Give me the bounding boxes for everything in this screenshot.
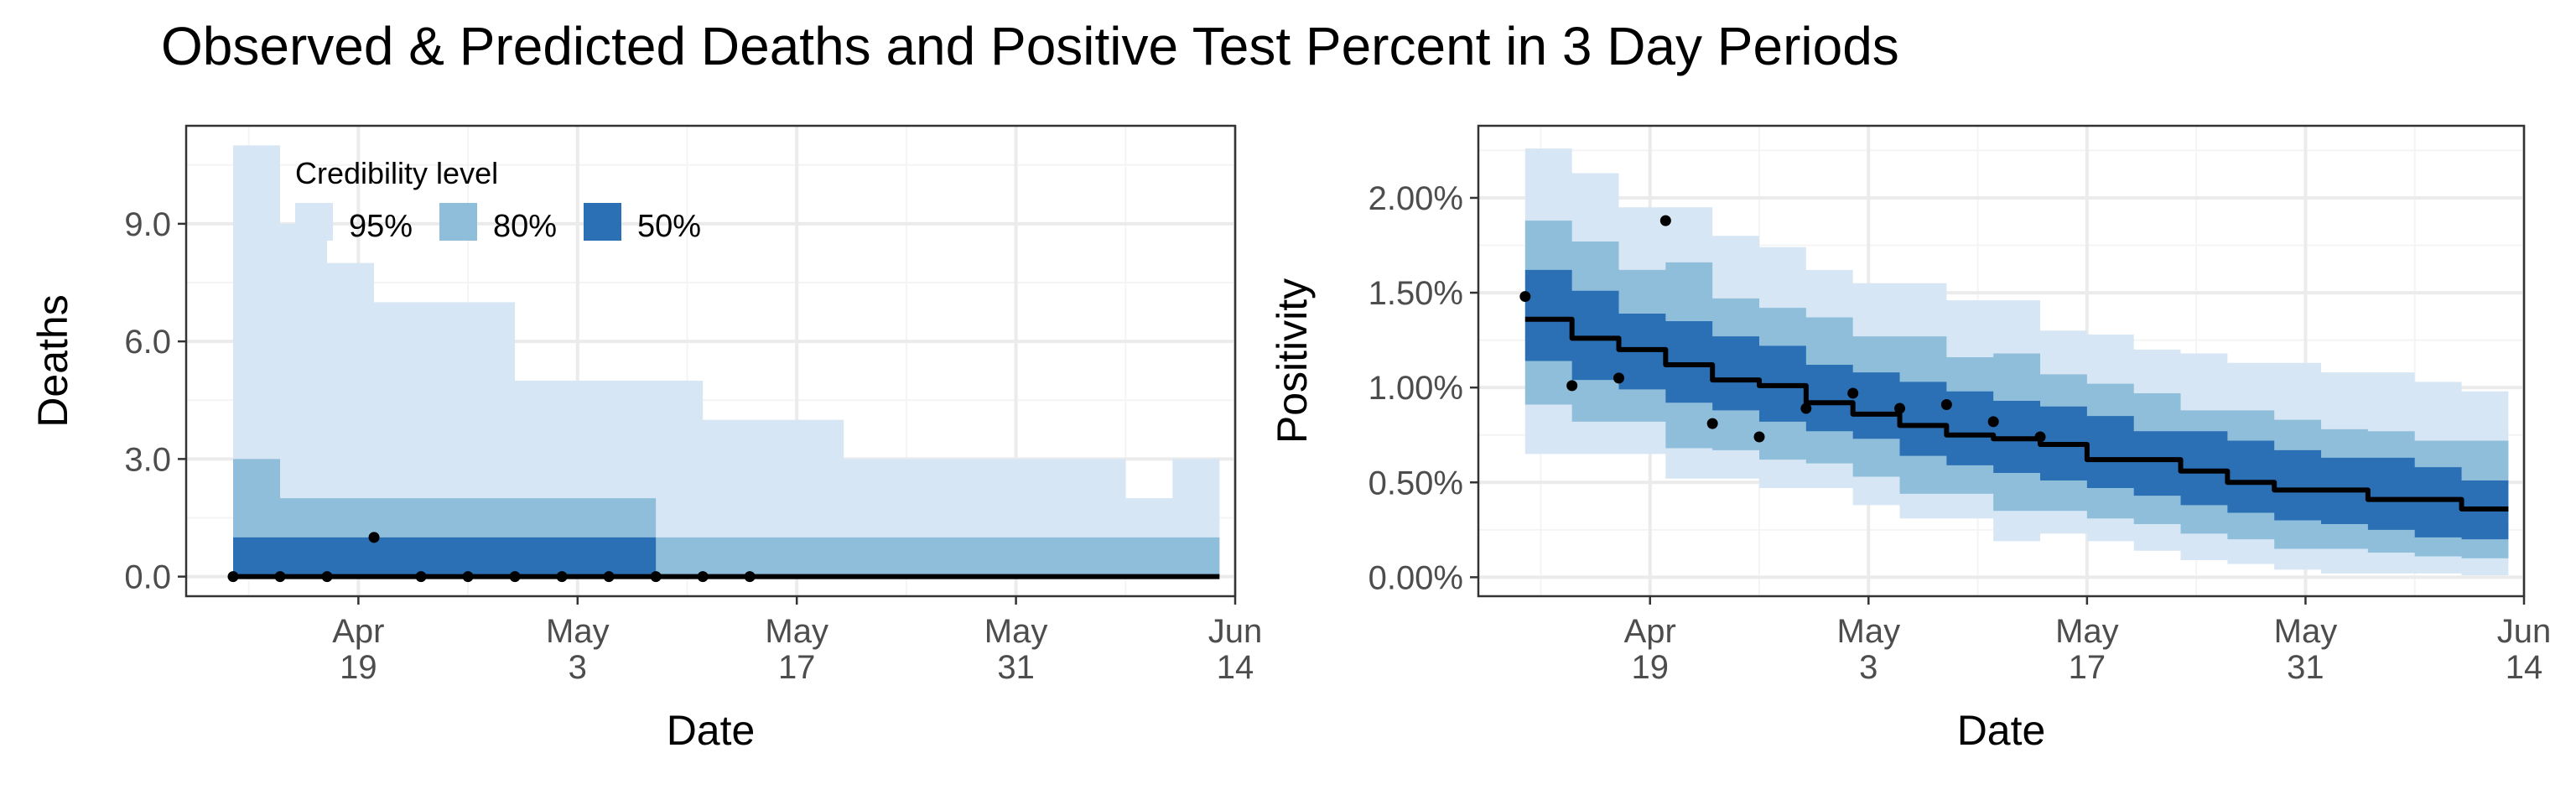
observed-point [1519, 291, 1531, 303]
observed-point [603, 571, 615, 583]
x-tick-label: May [1837, 613, 1901, 650]
y-tick-label: 0.00% [1368, 559, 1463, 596]
legend-label-80: 80% [493, 209, 557, 244]
y-tick-label: 1.00% [1368, 370, 1463, 407]
observed-point [1800, 402, 1812, 414]
x-tick-label: 19 [340, 649, 377, 686]
observed-point [274, 571, 286, 583]
x-tick-label: 3 [569, 649, 587, 686]
observed-point [744, 571, 756, 583]
observed-point [2034, 431, 2046, 443]
legend-swatch-80 [439, 203, 477, 241]
legend-swatch-50 [584, 203, 621, 241]
observed-point [1987, 416, 1999, 428]
legend: Credibility level 95% 80% 50% [295, 156, 701, 244]
legend-label-95: 95% [349, 209, 413, 244]
observed-point [650, 571, 662, 583]
observed-point [697, 571, 709, 583]
y-tick-label: 0.0 [124, 559, 171, 596]
y-axis-title: Deaths [29, 294, 76, 427]
median-line [1524, 316, 2509, 512]
observed-point [227, 571, 239, 583]
observed-point [1894, 402, 1906, 414]
observed-point [1659, 215, 1671, 226]
y-tick-label: 1.50% [1368, 275, 1463, 312]
y-axis-title: Positivity [1269, 278, 1316, 444]
x-axis-title: Date [667, 707, 756, 754]
observed-point [368, 532, 380, 543]
observed-point [1940, 399, 1952, 411]
positivity-panel: 0.00%0.50%1.00%1.50%2.00%Apr19May3May17M… [1269, 124, 2552, 754]
chart-title: Observed & Predicted Deaths and Positive… [161, 16, 1899, 76]
observed-point [1706, 418, 1718, 429]
x-tick-label: Jun [1208, 613, 1263, 650]
x-tick-label: 31 [997, 649, 1035, 686]
x-tick-label: May [2055, 613, 2119, 650]
observed-point [1566, 380, 1578, 392]
observed-point [1847, 387, 1859, 399]
x-tick-label: 3 [1859, 649, 1877, 686]
x-axis-title: Date [1957, 707, 2046, 754]
y-tick-label: 2.00% [1368, 180, 1463, 217]
x-tick-label: May [546, 613, 610, 650]
x-tick-label: Jun [2497, 613, 2552, 650]
observed-point [462, 571, 474, 583]
x-tick-label: 19 [1631, 649, 1669, 686]
x-tick-label: May [765, 613, 828, 650]
observed-point [556, 571, 568, 583]
legend-title: Credibility level [295, 156, 498, 190]
x-tick-label: May [984, 613, 1048, 650]
panel-border [184, 124, 1237, 598]
y-tick-label: 9.0 [124, 206, 171, 243]
x-tick-label: Apr [332, 613, 384, 650]
band-95 [233, 145, 1220, 577]
x-tick-label: 14 [2506, 649, 2543, 686]
x-tick-label: Apr [1624, 613, 1676, 650]
observed-point [321, 571, 333, 583]
x-tick-label: May [2274, 613, 2338, 650]
legend-label-50: 50% [637, 209, 701, 244]
observed-point [509, 571, 521, 583]
deaths-panel: 0.03.06.09.0Apr19May3May17May31Jun14Date… [29, 124, 1263, 754]
y-tick-label: 0.50% [1368, 465, 1463, 501]
observed-point [1753, 431, 1765, 443]
observed-point [1613, 372, 1625, 384]
x-tick-label: 31 [2287, 649, 2324, 686]
y-tick-label: 3.0 [124, 441, 171, 478]
x-tick-label: 17 [778, 649, 816, 686]
band-50 [1524, 269, 2509, 540]
y-tick-label: 6.0 [124, 324, 171, 361]
panel-border [1477, 124, 2526, 598]
legend-swatch-95 [295, 203, 333, 241]
band-50 [233, 537, 1220, 577]
x-tick-label: 14 [1217, 649, 1254, 686]
x-tick-label: 17 [2069, 649, 2106, 686]
observed-point [415, 571, 427, 583]
